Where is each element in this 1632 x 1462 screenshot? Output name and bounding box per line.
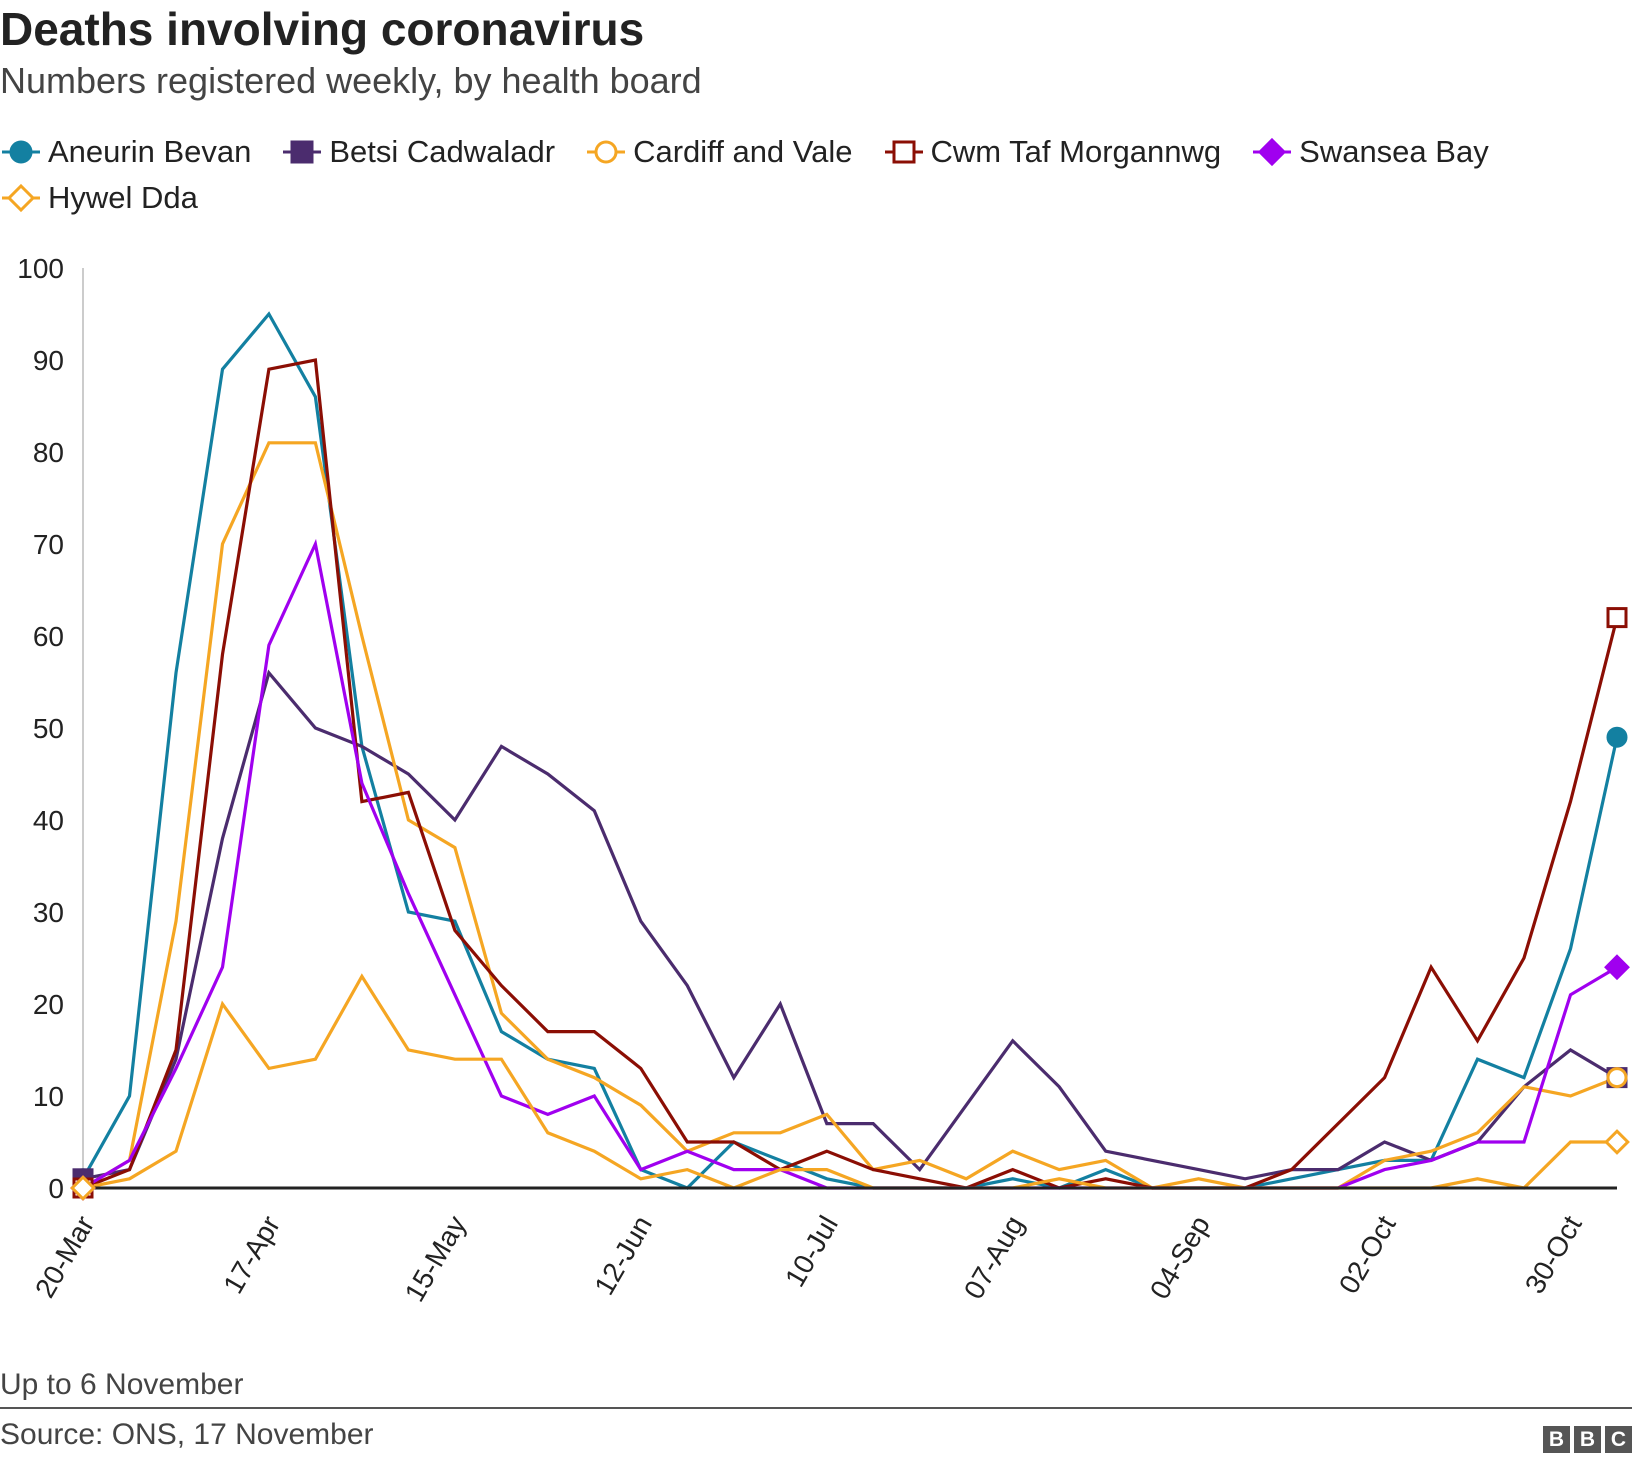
- y-tick-label: 90: [33, 345, 64, 376]
- legend-item: Hywel Dda: [0, 178, 198, 218]
- legend-item: Aneurin Bevan: [0, 132, 251, 172]
- legend-marker-icon: [594, 140, 618, 164]
- y-tick-label: 20: [33, 989, 64, 1020]
- legend-marker-icon: [1258, 137, 1287, 167]
- legend-swatch: [1253, 137, 1292, 167]
- chart-title: Deaths involving coronavirus: [0, 3, 645, 55]
- x-tick-label: 15-May: [399, 1211, 473, 1307]
- legend-swatch: [2, 183, 40, 213]
- legend-swatch: [2, 140, 40, 164]
- y-tick-label: 60: [33, 621, 64, 652]
- y-tick-label: 50: [33, 713, 64, 744]
- x-tick-label: 12-Jun: [588, 1211, 658, 1301]
- legend-marker-icon: [6, 183, 36, 213]
- chart-footnote: Up to 6 November: [0, 1368, 244, 1401]
- chart-subtitle: Numbers registered weekly, by health boa…: [0, 60, 702, 101]
- y-tick-label: 40: [33, 805, 64, 836]
- series-line: [82, 441, 1618, 1190]
- legend-item: Betsi Cadwaladr: [281, 132, 555, 172]
- series-end-marker: [1606, 1067, 1628, 1089]
- x-tick-label: 10-Jul: [779, 1211, 844, 1293]
- bbc-logo-letter: C: [1605, 1426, 1632, 1453]
- y-tick-label: 0: [48, 1173, 64, 1204]
- chart-source: Source: ONS, 17 November: [0, 1418, 374, 1451]
- legend-label: Cwm Taf Morgannwg: [930, 134, 1222, 169]
- legend-label: Swansea Bay: [1299, 134, 1489, 169]
- bbc-logo-letter: B: [1543, 1426, 1570, 1453]
- series-end-marker: [1606, 726, 1628, 748]
- y-tick-label: 70: [33, 529, 64, 560]
- series-end-marker: [1604, 1129, 1630, 1155]
- legend-label: Aneurin Bevan: [48, 134, 252, 169]
- legend-label: Betsi Cadwaladr: [329, 134, 556, 169]
- legend-label: Cardiff and Vale: [633, 134, 853, 169]
- series-line: [82, 538, 1618, 1190]
- series-line: [82, 669, 1618, 1181]
- legend-item: Cwm Taf Morgannwg: [883, 132, 1222, 172]
- bbc-logo-letter: B: [1574, 1426, 1601, 1453]
- series-line: [82, 973, 1617, 1190]
- legend-item: Swansea Bay: [1251, 132, 1489, 172]
- legend-item: Cardiff and Vale: [585, 132, 853, 172]
- x-tick-label: 02-Oct: [1333, 1210, 1402, 1298]
- x-tick-label: 20-Mar: [29, 1211, 100, 1303]
- bbc-logo: B B C: [1543, 1426, 1632, 1453]
- x-tick-label: 04-Sep: [1144, 1211, 1216, 1305]
- chart-legend: Aneurin Bevan Betsi Cadwaladr Cardiff and …: [0, 132, 1620, 218]
- series-line: [82, 358, 1619, 1190]
- legend-marker-icon: [290, 140, 314, 164]
- y-tick-label: 30: [33, 897, 64, 928]
- series-start-marker: [70, 1175, 96, 1201]
- footer-divider: [0, 1407, 1632, 1409]
- legend-swatch: [884, 140, 923, 164]
- x-tick-label: 30-Oct: [1519, 1210, 1588, 1298]
- legend-label: Hywel Dda: [48, 180, 198, 215]
- x-tick-label: 17-Apr: [217, 1211, 286, 1299]
- legend-swatch: [283, 140, 322, 164]
- series-end-marker: [1606, 607, 1628, 629]
- y-tick-label: 100: [17, 253, 64, 284]
- x-tick-label: 07-Aug: [958, 1211, 1030, 1305]
- y-tick-label: 80: [33, 437, 64, 468]
- series-end-marker: [1604, 954, 1630, 981]
- legend-marker-icon: [892, 140, 916, 164]
- y-tick-label: 10: [33, 1081, 64, 1112]
- legend-marker-icon: [9, 140, 33, 164]
- series-line: [81, 311, 1619, 1190]
- line-chart: 0 10 20 30 40 50 60 70 80 90 100 20-Mar 17-Apr 15-May…: [17, 253, 1630, 1307]
- legend-swatch: [587, 140, 626, 164]
